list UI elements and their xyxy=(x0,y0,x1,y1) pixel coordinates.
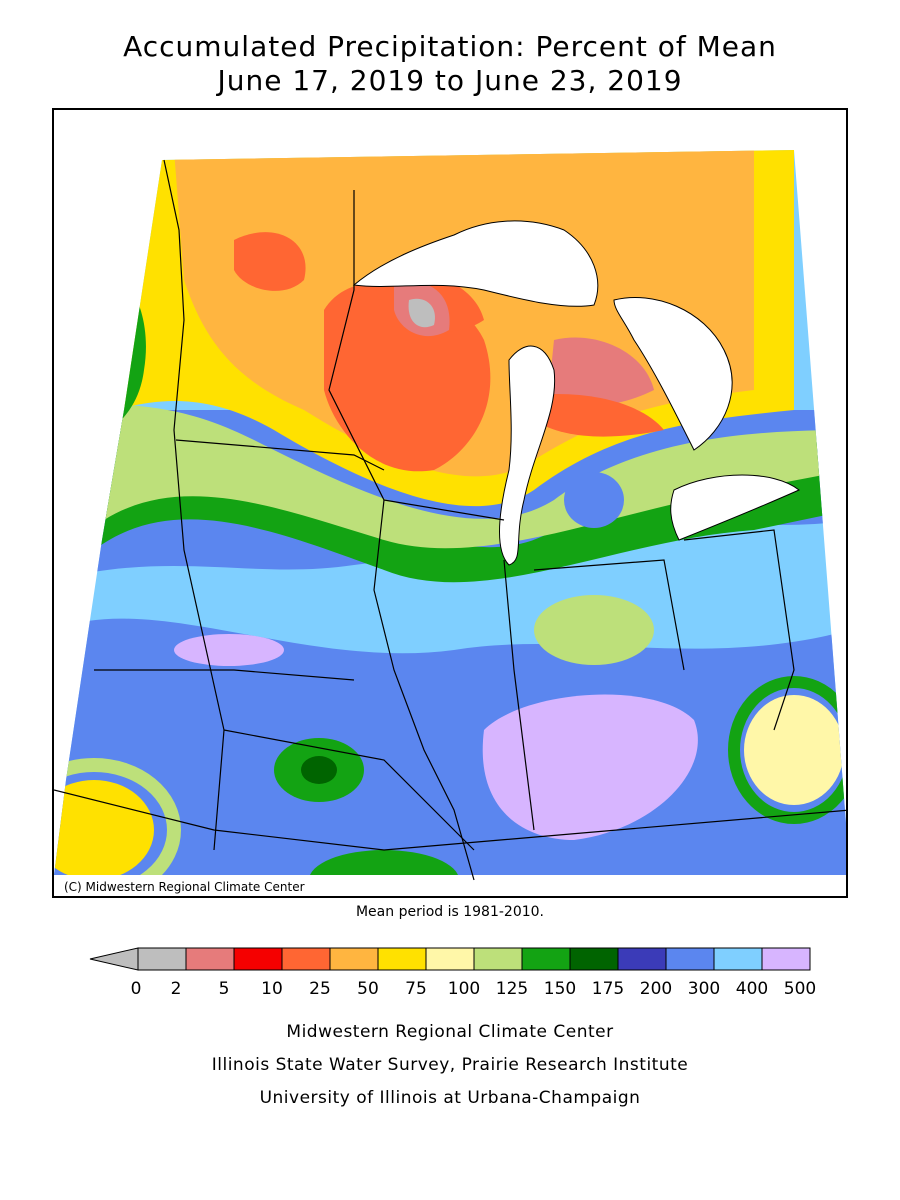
legend-swatch xyxy=(569,947,619,971)
legend-swatch xyxy=(713,947,763,971)
legend-label: 100 xyxy=(448,979,480,999)
legend-label: 175 xyxy=(592,979,624,999)
legend-label: 50 xyxy=(357,979,379,999)
legend-swatch xyxy=(377,947,427,971)
map-canvas xyxy=(54,150,846,881)
legend-label: 400 xyxy=(736,979,768,999)
legend-label: 150 xyxy=(544,979,576,999)
legend-label: 300 xyxy=(688,979,720,999)
map-date-range: June 17, 2019 to June 23, 2019 xyxy=(217,64,683,97)
footer-org: Midwestern Regional Climate Center xyxy=(286,1022,614,1042)
legend-arrow xyxy=(89,947,139,971)
footer-university: University of Illinois at Urbana-Champai… xyxy=(259,1088,641,1108)
legend-label: 75 xyxy=(405,979,427,999)
footer-survey: Illinois State Water Survey, Prairie Res… xyxy=(211,1055,689,1075)
legend-swatch xyxy=(473,947,523,971)
legend-label: 200 xyxy=(640,979,672,999)
legend-swatch xyxy=(761,947,811,971)
precipitation-map: (C) Midwestern Regional Climate Center xyxy=(52,108,848,898)
legend-swatch xyxy=(233,947,283,971)
copyright-label: (C) Midwestern Regional Climate Center xyxy=(60,880,309,894)
legend-label: 2 xyxy=(171,979,182,999)
legend-swatch xyxy=(665,947,715,971)
map-title: Accumulated Precipitation: Percent of Me… xyxy=(123,30,777,63)
legend-swatch xyxy=(281,947,331,971)
legend-swatch xyxy=(185,947,235,971)
legend-label: 125 xyxy=(496,979,528,999)
legend-label: 10 xyxy=(261,979,283,999)
legend-label: 25 xyxy=(309,979,331,999)
legend-label: 0 xyxy=(131,979,142,999)
mean-period-note: Mean period is 1981-2010. xyxy=(355,904,545,920)
legend-label: 5 xyxy=(219,979,230,999)
legend-label: 500 xyxy=(784,979,816,999)
legend-swatch xyxy=(425,947,475,971)
legend-colorbar: 0 2 5 10 25 50 75 100 125 150 175 200 300 400 500 xyxy=(89,947,816,999)
legend-swatch xyxy=(137,947,187,971)
legend-swatch xyxy=(329,947,379,971)
legend-swatch xyxy=(521,947,571,971)
legend-swatch xyxy=(617,947,667,971)
